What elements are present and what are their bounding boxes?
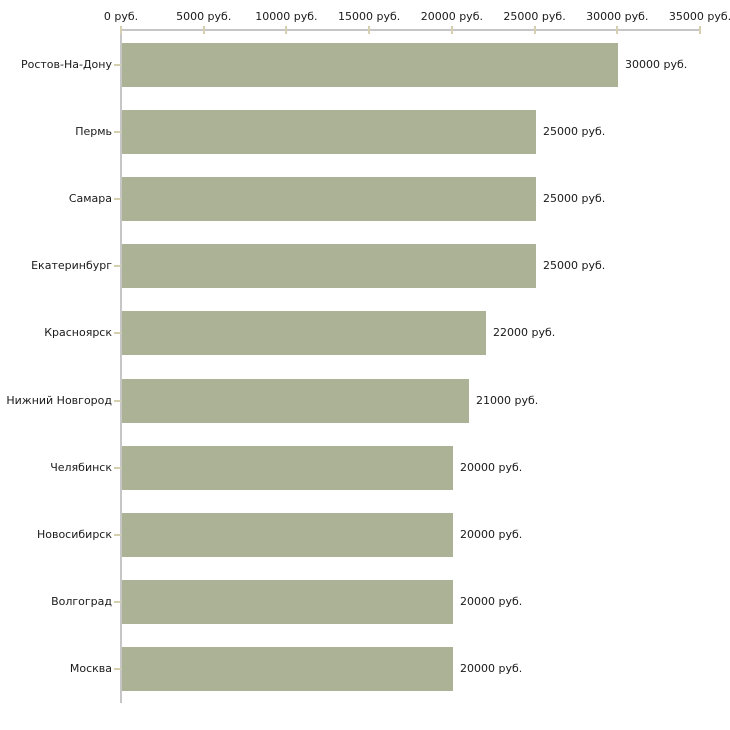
- x-axis-tick-mark: [368, 26, 371, 34]
- value-label: 25000 руб.: [543, 192, 606, 205]
- value-label: 22000 руб.: [493, 326, 556, 339]
- x-axis-tick-label: 15000 руб.: [338, 10, 401, 23]
- x-axis-tick-label: 35000 руб.: [668, 10, 730, 23]
- y-axis-tick-mark: [114, 198, 121, 200]
- y-axis-tick-mark: [114, 265, 121, 267]
- bar-10: [122, 647, 453, 691]
- y-axis-tick-mark: [114, 64, 121, 66]
- value-label: 20000 руб.: [460, 662, 523, 675]
- value-label: 20000 руб.: [460, 595, 523, 608]
- bar-2: [122, 110, 536, 154]
- y-axis-tick-mark: [114, 131, 121, 133]
- bar-4: [122, 244, 536, 288]
- value-label: 25000 руб.: [543, 125, 606, 138]
- value-label: 30000 руб.: [625, 58, 688, 71]
- x-axis-line: [121, 29, 700, 31]
- category-label: Новосибирск: [36, 528, 112, 541]
- y-axis-tick-mark: [114, 400, 121, 402]
- x-axis-tick-mark: [120, 26, 122, 34]
- y-axis-line: [120, 29, 122, 703]
- category-label: Ростов-На-Дону: [20, 58, 112, 71]
- y-axis-tick-mark: [114, 668, 121, 670]
- category-label: Екатеринбург: [31, 259, 112, 272]
- x-axis-tick-mark: [699, 26, 701, 34]
- bar-1: [122, 43, 618, 87]
- category-label: Красноярск: [44, 326, 112, 339]
- x-axis-tick-mark: [616, 26, 619, 34]
- x-axis-tick-mark: [533, 26, 536, 34]
- bar-3: [122, 177, 536, 221]
- category-label: Самара: [68, 192, 112, 205]
- x-axis-tick-mark: [202, 26, 205, 34]
- bar-7: [122, 446, 453, 490]
- y-axis-tick-mark: [114, 332, 121, 334]
- x-axis-tick-label: 20000 руб.: [420, 10, 483, 23]
- bar-5: [122, 311, 486, 355]
- y-axis-tick-mark: [114, 534, 121, 536]
- value-label: 25000 руб.: [543, 259, 606, 272]
- category-label: Нижний Новгород: [6, 394, 112, 407]
- x-axis-tick-mark: [450, 26, 453, 34]
- x-axis-tick-label: 25000 руб.: [503, 10, 566, 23]
- x-axis-tick-label: 0 руб.: [103, 10, 139, 23]
- bar-6: [122, 379, 469, 423]
- value-label: 21000 руб.: [476, 394, 539, 407]
- x-axis-tick-label: 5000 руб.: [176, 10, 232, 23]
- value-label: 20000 руб.: [460, 528, 523, 541]
- y-axis-tick-mark: [114, 601, 121, 603]
- category-label: Челябинск: [50, 461, 112, 474]
- x-axis-tick-label: 10000 руб.: [255, 10, 318, 23]
- bar-9: [122, 580, 453, 624]
- bar-8: [122, 513, 453, 557]
- category-label: Волгоград: [51, 595, 112, 608]
- value-label: 20000 руб.: [460, 461, 523, 474]
- x-axis-tick-mark: [285, 26, 288, 34]
- x-axis-tick-label: 30000 руб.: [586, 10, 649, 23]
- y-axis-tick-mark: [114, 467, 121, 469]
- category-label: Москва: [69, 662, 112, 675]
- category-label: Пермь: [75, 125, 112, 138]
